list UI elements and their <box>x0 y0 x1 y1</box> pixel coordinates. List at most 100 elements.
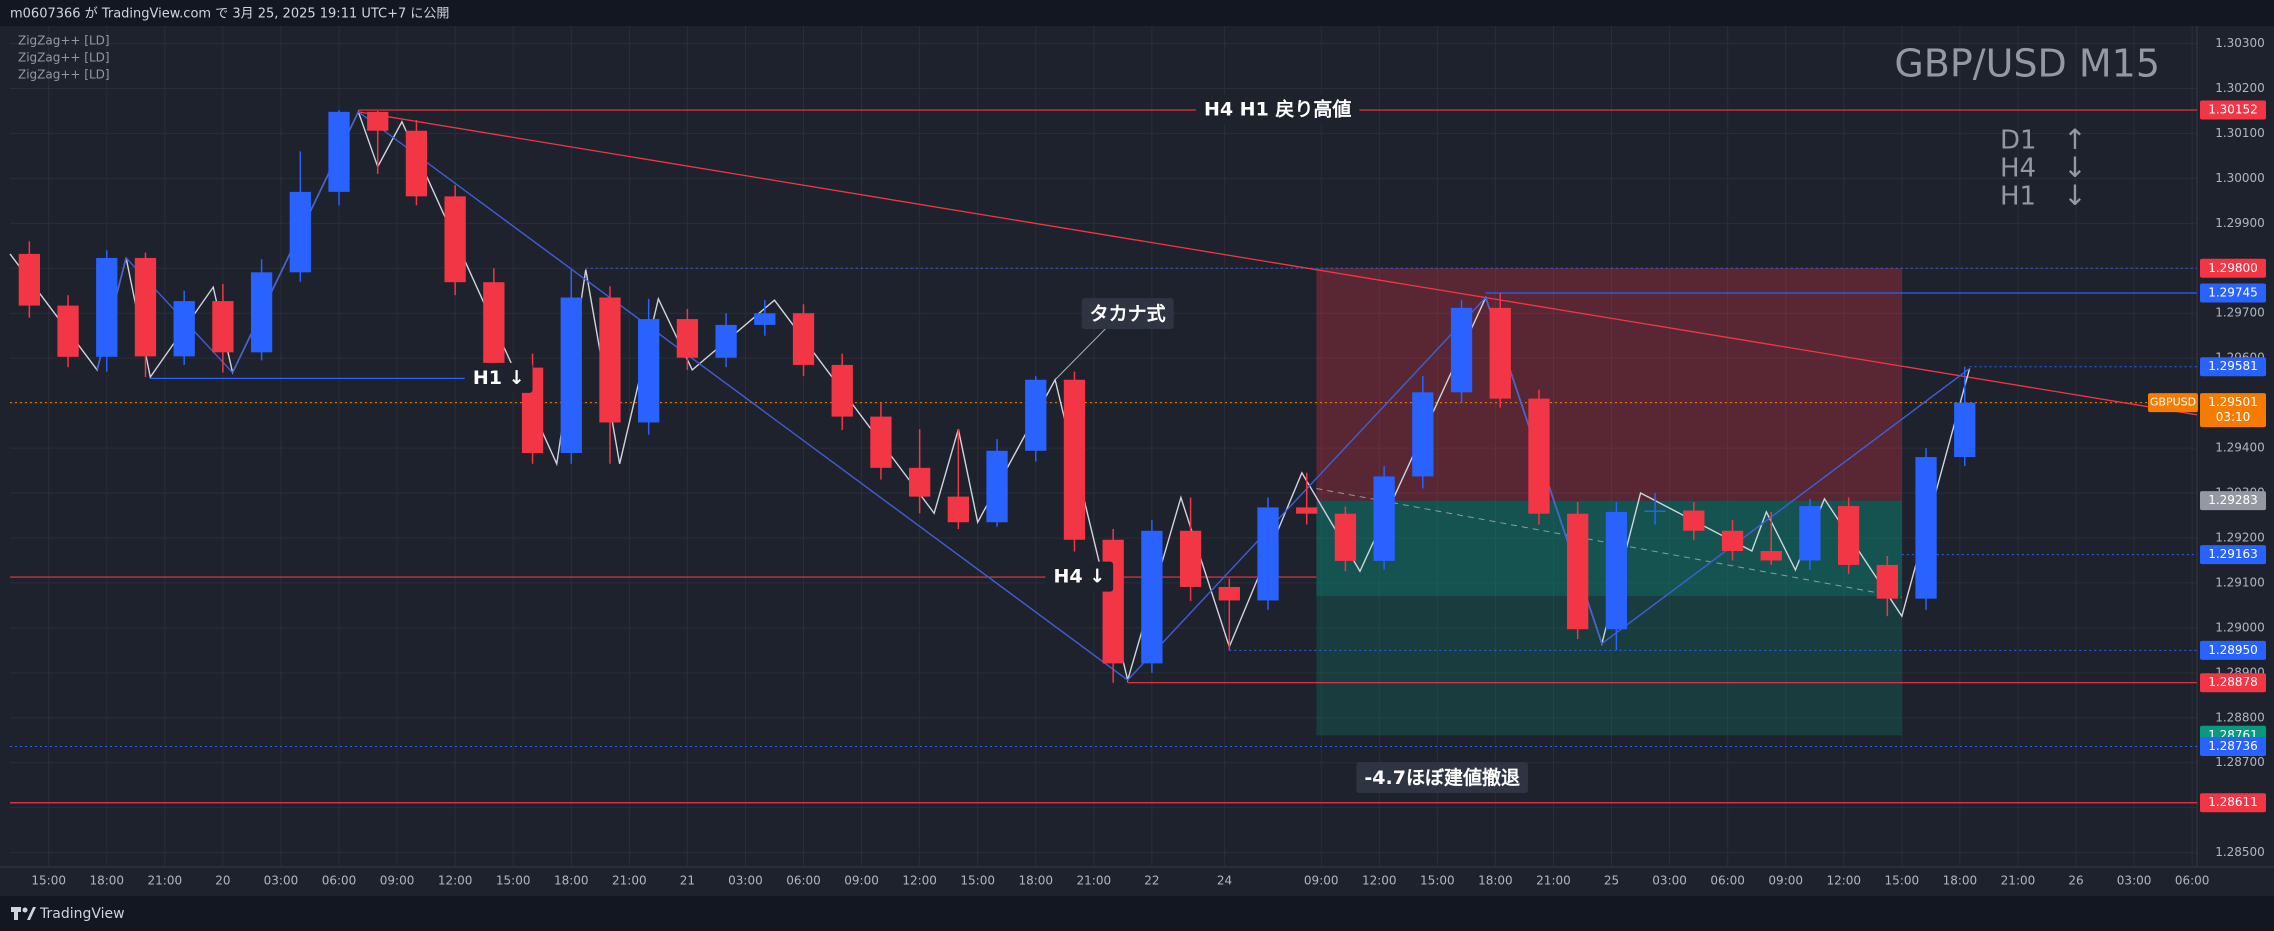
x-tick-label: 15:00 <box>1885 874 1920 888</box>
trend-arrow: ↑ <box>2063 123 2086 156</box>
candle-body <box>483 282 505 368</box>
x-tick-label: 21 <box>680 874 695 888</box>
x-tick-label: 09:00 <box>844 874 879 888</box>
candle-body <box>986 450 1008 523</box>
y-tick-label: 1.30200 <box>2215 81 2265 95</box>
candle-body <box>250 272 273 353</box>
price-badge <box>2200 283 2266 303</box>
candle-body <box>1567 513 1589 630</box>
annotation-bg <box>464 362 533 393</box>
x-tick-label: 15:00 <box>1420 874 1455 888</box>
price-badge-label: 1.30152 <box>2208 103 2258 117</box>
symbol-badge <box>2148 393 2198 413</box>
x-tick-label: 18:00 <box>554 874 589 888</box>
y-tick-label: 1.29700 <box>2215 306 2265 320</box>
x-tick-label: 25 <box>1604 874 1619 888</box>
x-tick-label: 09:00 <box>1768 874 1803 888</box>
x-tick-label: 12:00 <box>1826 874 1861 888</box>
x-tick-label: 22 <box>1144 874 1159 888</box>
candle-body <box>444 196 466 283</box>
price-badge-label: 1.28950 <box>2208 643 2258 657</box>
candle-body <box>831 364 853 417</box>
x-tick-label: 06:00 <box>786 874 821 888</box>
candle-body <box>1179 530 1202 587</box>
price-badge-label: 1.29745 <box>2208 285 2258 299</box>
candle-body <box>1644 510 1666 512</box>
candle-body <box>96 257 118 357</box>
candle-body <box>947 496 969 523</box>
x-tick-label: 15:00 <box>496 874 531 888</box>
price-badge-label: 1.28736 <box>2208 739 2258 753</box>
y-tick-label: 1.29900 <box>2215 216 2265 230</box>
annotation-bg <box>1081 298 1174 330</box>
price-badge <box>2200 357 2266 377</box>
x-tick-label: 21:00 <box>1536 874 1571 888</box>
indicator-label: ZigZag++ [LD] <box>18 68 110 82</box>
price-badge <box>2200 491 2266 511</box>
candle-body <box>328 111 350 192</box>
candle-body <box>638 319 660 423</box>
x-tick-label: 18:00 <box>1478 874 1513 888</box>
candle-body <box>908 467 931 497</box>
candle-body <box>18 253 40 306</box>
x-tick-label: 21:00 <box>2001 874 2036 888</box>
price-badge <box>2200 737 2266 757</box>
symbol-title: GBP/USD M15 <box>1894 42 2160 86</box>
x-tick-label: 12:00 <box>438 874 473 888</box>
x-tick-label: 15:00 <box>31 874 66 888</box>
footer-brand: TradingView <box>39 906 125 922</box>
x-tick-label: 20 <box>215 874 230 888</box>
price-badge <box>2200 100 2266 120</box>
y-tick-label: 1.29000 <box>2215 620 2265 634</box>
candle-body <box>1605 511 1628 630</box>
x-tick-label: 03:00 <box>264 874 299 888</box>
annotation: H1 ↓ <box>473 367 525 389</box>
countdown: 03:10 <box>2216 410 2251 424</box>
y-tick-label: 1.30100 <box>2215 126 2265 140</box>
y-tick-label: 1.30300 <box>2215 36 2265 50</box>
candle-body <box>212 301 234 353</box>
candle-body <box>1450 307 1473 393</box>
candle-body <box>289 191 311 273</box>
annotation: -4.7ほぼ建値撤退 <box>1364 766 1520 789</box>
trend-arrow: ↓ <box>2063 179 2086 212</box>
candle-body <box>1141 530 1163 664</box>
x-tick-label: 21:00 <box>1077 874 1112 888</box>
candle-body <box>367 111 389 131</box>
y-tick-label: 1.28700 <box>2215 755 2265 769</box>
candle-body <box>1373 476 1395 561</box>
x-tick-label: 06:00 <box>1710 874 1745 888</box>
tv-logo <box>11 907 36 920</box>
x-tick-label: 18:00 <box>1943 874 1978 888</box>
trendline <box>358 111 2198 416</box>
candle-body <box>57 305 79 357</box>
y-tick-label: 1.29200 <box>2215 530 2265 544</box>
candle-body <box>1334 513 1357 561</box>
x-tick-label: 26 <box>2068 874 2083 888</box>
x-tick-label: 12:00 <box>1362 874 1397 888</box>
candle-body <box>1683 510 1705 531</box>
candle-body <box>599 297 621 423</box>
candle-body <box>173 301 195 357</box>
y-tick-label: 1.29100 <box>2215 575 2265 589</box>
price-badge-label: 1.29283 <box>2208 493 2258 507</box>
x-tick-label: 06:00 <box>2175 874 2210 888</box>
candle-body <box>676 319 699 358</box>
candle-body <box>1721 530 1744 552</box>
y-tick-label: 1.28500 <box>2215 845 2265 859</box>
x-tick-label: 24 <box>1217 874 1232 888</box>
x-tick-label: 09:00 <box>1304 874 1339 888</box>
price-badge <box>2200 793 2266 813</box>
candle-body <box>1528 398 1550 514</box>
annotation-bg <box>1356 761 1528 793</box>
indicator-label: ZigZag++ [LD] <box>18 51 110 65</box>
candle-body <box>1489 307 1511 399</box>
header-bar <box>0 0 2274 26</box>
candle-body <box>1257 507 1279 601</box>
annotation: タカナ式 <box>1090 302 1166 325</box>
annotation: H4 H1 戻り高値 <box>1204 98 1351 121</box>
candle-body <box>1063 379 1086 540</box>
symbol-badge-label: GBPUSD <box>2150 396 2196 409</box>
price-badge-label: 1.29501 <box>2208 395 2258 409</box>
